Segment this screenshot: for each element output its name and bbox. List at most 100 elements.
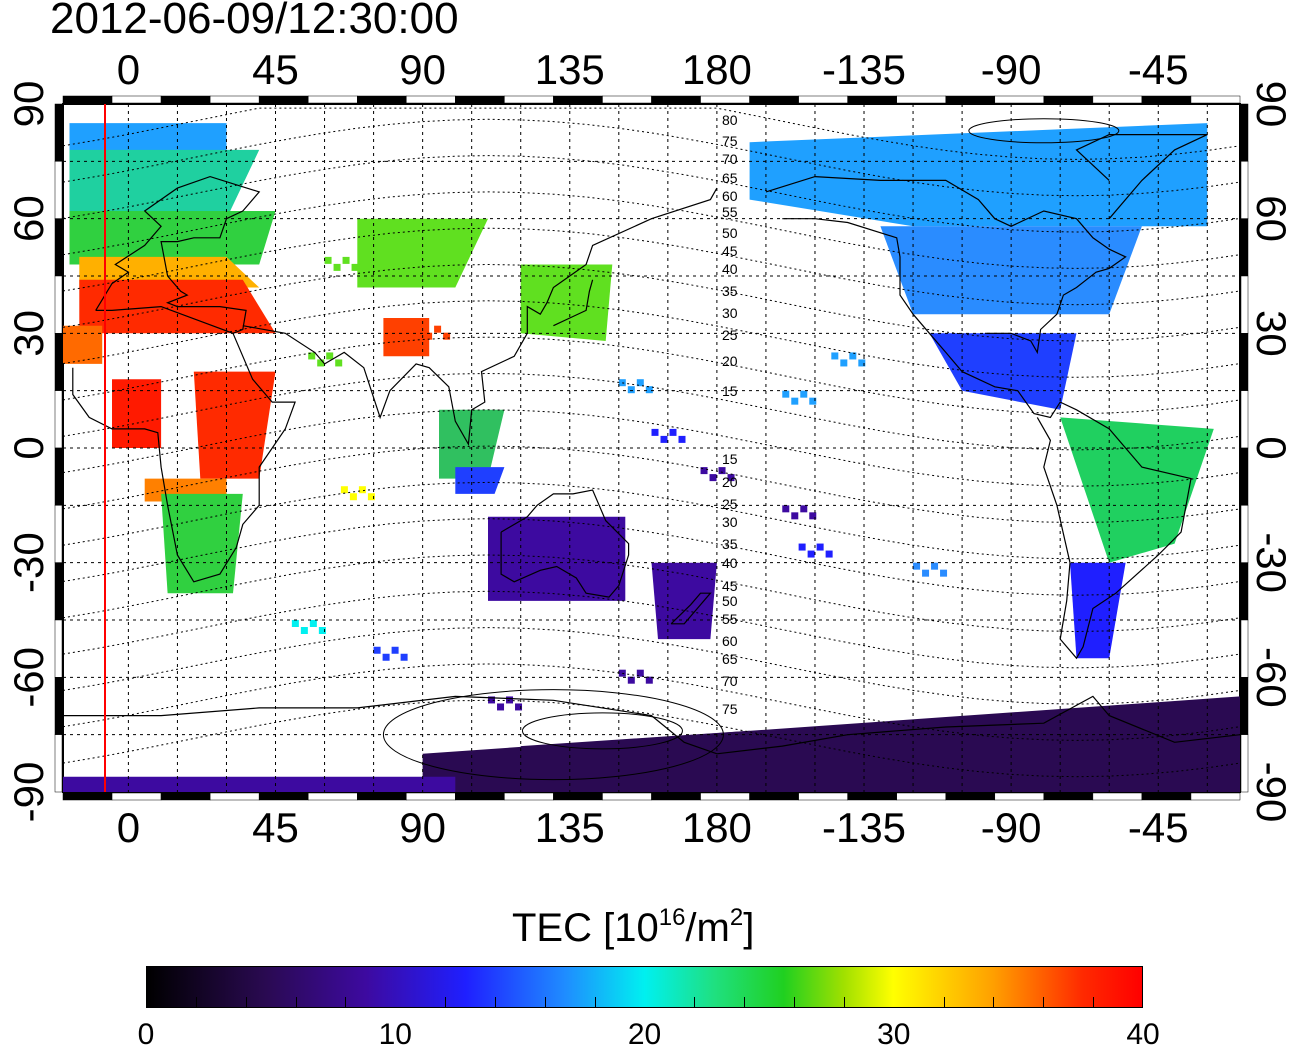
tec-pixel [913, 562, 921, 570]
axis-bar-segment [1190, 95, 1241, 104]
tec-pixel [367, 493, 375, 501]
tec-pixel [349, 493, 357, 501]
lat-label-right: -90 [1248, 762, 1292, 823]
lon-label-bottom: 135 [535, 804, 605, 851]
tec-pixel [809, 512, 817, 520]
axis-bar-segment [651, 95, 701, 104]
tec-pixel [308, 352, 316, 360]
axis-bars [54, 95, 1249, 801]
tec-pixel [800, 390, 808, 398]
tec-pixel [291, 620, 299, 627]
axis-bar-segment [1240, 390, 1249, 449]
tec-region [1060, 417, 1214, 563]
colorbar-minor-tick [1093, 997, 1095, 1007]
contour-label-south: 15 [722, 451, 738, 467]
contour-label-south: 60 [722, 633, 738, 649]
axis-bar-segment [54, 333, 63, 391]
axis-bar-segment [54, 447, 63, 506]
lon-label-bottom: -45 [1128, 804, 1189, 851]
colorbar-title-unit: /m [685, 906, 730, 950]
tec-pixel [709, 474, 717, 482]
lat-label-left: 90 [5, 81, 52, 128]
lon-label-top: -135 [822, 46, 906, 93]
axis-bar-segment [847, 95, 897, 104]
tec-region [161, 493, 243, 594]
contour-label-south: 65 [722, 651, 738, 667]
axis-bar-segment [1240, 275, 1249, 334]
axis-bar-segment [602, 792, 652, 801]
grid-lines [63, 104, 1240, 792]
contour-label-north: 80 [722, 112, 738, 128]
axis-bar-segment [700, 95, 750, 104]
tec-world-map: 0 45 90 135 180 -135 -90 -45 0 45 90 135 180 -135 -90… [5, 46, 1292, 851]
axis-bar-segment [357, 95, 407, 104]
lat-label-left: -90 [5, 762, 52, 823]
tec-pixel [358, 486, 366, 494]
coastline [765, 175, 1127, 355]
lat-label-right: -30 [1248, 532, 1292, 593]
colorbar-minor-tick [794, 997, 796, 1007]
tec-region [193, 371, 276, 479]
axis-bar-segment [406, 95, 456, 104]
tec-pixel [791, 512, 799, 520]
axis-bar-segment [160, 95, 211, 104]
axis-bar-segment [1141, 792, 1192, 801]
tec-pixel [791, 397, 799, 405]
lat-labels-left: 90 60 30 0 -30 -60 -90 [5, 81, 52, 823]
colorbar-minor-tick [544, 997, 546, 1007]
lon-labels-bottom: 0 45 90 135 180 -135 -90 -45 [117, 804, 1189, 851]
contour-label-north: 30 [722, 305, 738, 321]
colorbar-minor-tick [195, 997, 197, 1007]
axis-bar-segment [553, 792, 603, 801]
lat-label-left: -30 [5, 532, 52, 593]
axis-bar-segment [455, 792, 505, 801]
tec-pixel [434, 325, 442, 333]
tec-pixel [645, 676, 653, 684]
axis-bar-segment [700, 792, 750, 801]
lat-label-left: -60 [5, 647, 52, 708]
colorbar-tick-label: 30 [877, 1018, 911, 1051]
tec-pixel [940, 569, 948, 577]
map-timestamp: 2012-06-09/12:30:00 [50, 0, 459, 43]
axis-bar-segment [54, 562, 63, 621]
contour-label-north: 55 [722, 204, 738, 220]
tec-pixel [669, 428, 677, 436]
contour-labels: 8075706560555045403530252015152025303540… [722, 112, 738, 717]
contour-label-south: 40 [722, 555, 738, 571]
colorbar-title-main: TEC [10 [512, 906, 659, 950]
axis-bar-segment [504, 792, 554, 801]
tec-pixel [317, 359, 325, 367]
contour-label-north: 15 [722, 383, 738, 399]
axis-bar-segment [602, 95, 652, 104]
contour-line [968, 118, 1120, 144]
lon-label-top: 180 [682, 46, 752, 93]
axis-bar-segment [749, 792, 799, 801]
colorbar-minor-tick [345, 997, 347, 1007]
lon-label-bottom: 0 [117, 804, 140, 851]
tec-pixel [636, 379, 644, 387]
tec-pixel [636, 669, 644, 677]
tec-pixel [809, 397, 817, 405]
tec-region [880, 226, 1142, 315]
contour-label-north: 70 [722, 151, 738, 167]
tec-pixel [416, 325, 424, 333]
tec-pixel [309, 620, 317, 627]
colorbar-minor-tick [694, 997, 696, 1007]
tec-region [520, 730, 750, 792]
contour-label-north: 35 [722, 283, 738, 299]
axis-bar-segment [1240, 619, 1249, 678]
tec-pixel [700, 467, 708, 475]
lat-label-right: 30 [1248, 310, 1292, 357]
tec-colorbar [146, 966, 1143, 1008]
axis-bar-segment [1240, 103, 1249, 162]
axis-bar-segment [798, 792, 848, 801]
tec-region [112, 379, 162, 448]
axis-bar-segment [357, 792, 407, 801]
tec-pixel [807, 550, 815, 558]
tec-pixel [506, 696, 514, 704]
coastline [242, 187, 718, 447]
axis-bar-segment [54, 505, 63, 563]
tec-pixel [351, 263, 359, 271]
tec-pixel [443, 332, 451, 340]
axis-bar-segment [504, 95, 554, 104]
